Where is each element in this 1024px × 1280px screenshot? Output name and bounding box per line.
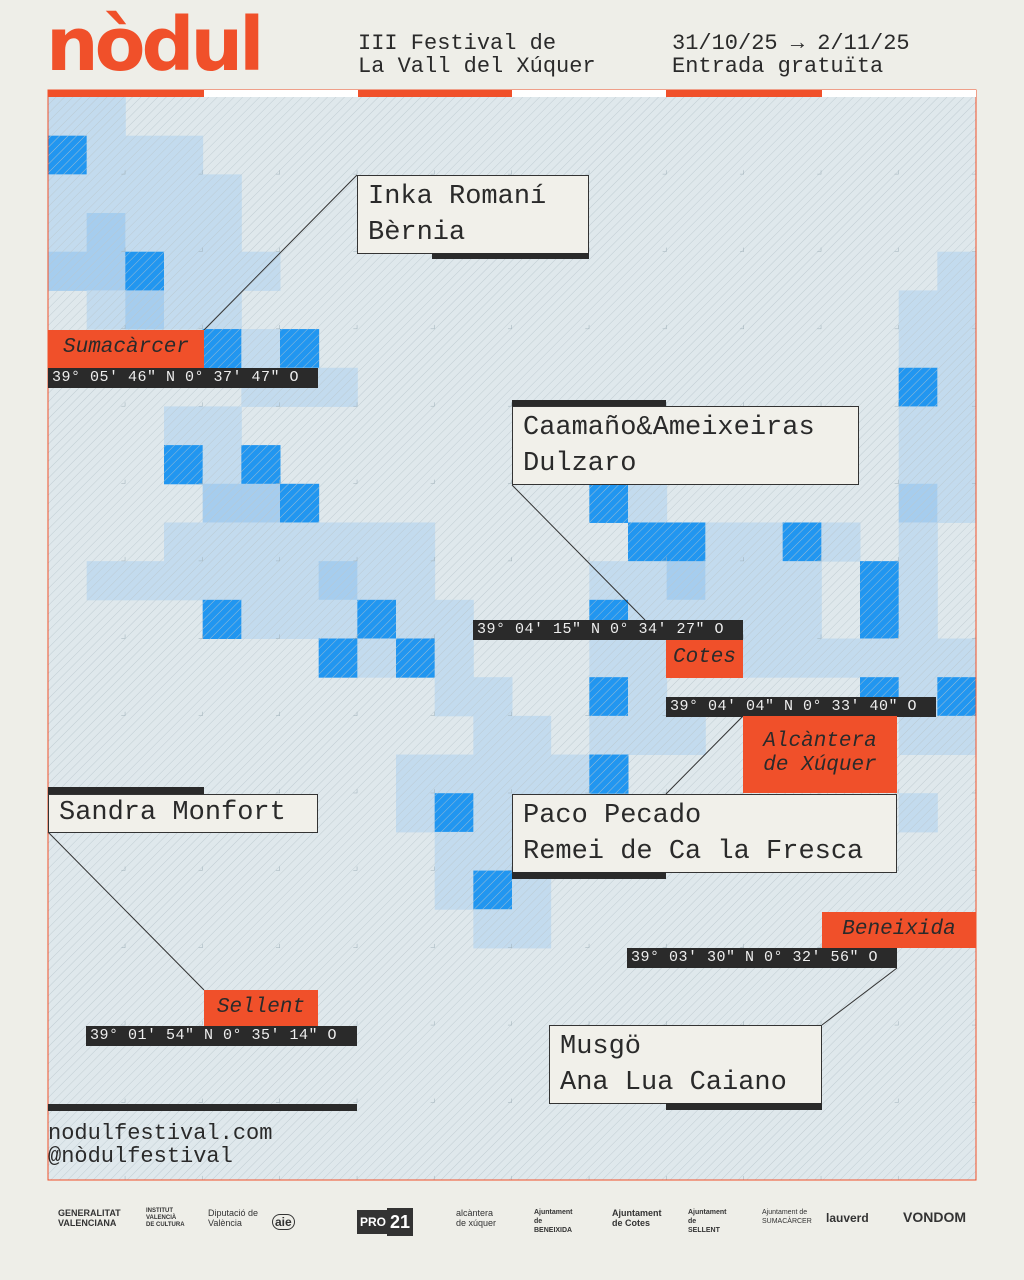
- festival-line: III Festival de: [358, 31, 557, 56]
- artist: Remei de Ca la Fresca: [523, 837, 864, 867]
- sponsor: Ajuntament de BENEIXIDA: [534, 1209, 573, 1234]
- bar: [48, 1104, 357, 1111]
- bar: [48, 787, 204, 794]
- website: nodulfestival.com: [48, 1121, 273, 1146]
- artists: Musgö Ana Lua Caiano: [549, 1025, 822, 1104]
- bar: [512, 400, 666, 407]
- artists: Inka Romaní Bèrnia: [357, 175, 589, 254]
- artist: Dulzaro: [523, 449, 637, 479]
- bar: [432, 253, 589, 259]
- town: Beneixida: [822, 912, 976, 948]
- sponsor: lauverd: [826, 1211, 869, 1225]
- coords: 39° 05′ 46″ N 0° 37′ 47″ O: [48, 368, 318, 388]
- sponsor: Diputació de València: [208, 1208, 259, 1228]
- bar: [666, 1103, 822, 1110]
- coords: 39° 01′ 54″ N 0° 35′ 14″ O: [86, 1026, 357, 1046]
- leader-lines: [47, 174, 898, 1026]
- artists: Caamaño&Ameixeiras Dulzaro: [512, 406, 859, 485]
- artist: Caamaño&Ameixeiras: [523, 413, 815, 443]
- artist: Bèrnia: [368, 218, 466, 248]
- sponsor: PRO: [357, 1210, 390, 1234]
- sponsor: aie: [272, 1214, 295, 1230]
- artist: Inka Romaní: [368, 182, 547, 212]
- entry: Entrada gratuïta: [672, 54, 884, 79]
- town: Sumacàrcer: [48, 330, 204, 368]
- sponsor: Ajuntament de Cotes: [612, 1208, 662, 1228]
- artist: Musgö: [560, 1032, 642, 1062]
- sponsor: Ajuntament de SUMACÀRCER: [762, 1209, 812, 1225]
- coords: 39° 04′ 15″ N 0° 34′ 27″ O: [473, 620, 743, 640]
- social: @nòdulfestival: [48, 1144, 233, 1169]
- sponsor: GENERALITAT VALENCIANA: [58, 1208, 121, 1228]
- artist: Ana Lua Caiano: [560, 1068, 787, 1098]
- town: Sellent: [204, 990, 318, 1026]
- town: Cotes: [666, 640, 743, 678]
- sponsor: 21: [387, 1208, 414, 1236]
- sponsor: VONDOM: [903, 1209, 966, 1225]
- sponsor: alcàntera de xúquer: [456, 1208, 497, 1228]
- bar: [512, 872, 666, 879]
- artist: Paco Pecado: [523, 801, 702, 831]
- coords: 39° 03′ 30″ N 0° 32′ 56″ O: [627, 948, 897, 968]
- dates: 31/10/25 → 2/11/25: [672, 31, 910, 56]
- artists: Paco Pecado Remei de Ca la Fresca: [512, 794, 897, 873]
- sponsor: Ajuntament de SELLENT: [688, 1209, 727, 1234]
- festival-line: La Vall del Xúquer: [358, 54, 596, 79]
- artists: Sandra Monfort: [48, 794, 318, 833]
- logo: nòdul: [46, 2, 265, 88]
- top-bar: [48, 90, 976, 97]
- artist: Sandra Monfort: [59, 798, 286, 828]
- town: Alcàntera de Xúquer: [743, 716, 897, 793]
- sponsor: INSTITUT VALENCIÀ DE CULTURA: [146, 1208, 185, 1228]
- coords: 39° 04′ 04″ N 0° 33′ 40″ O: [666, 697, 936, 717]
